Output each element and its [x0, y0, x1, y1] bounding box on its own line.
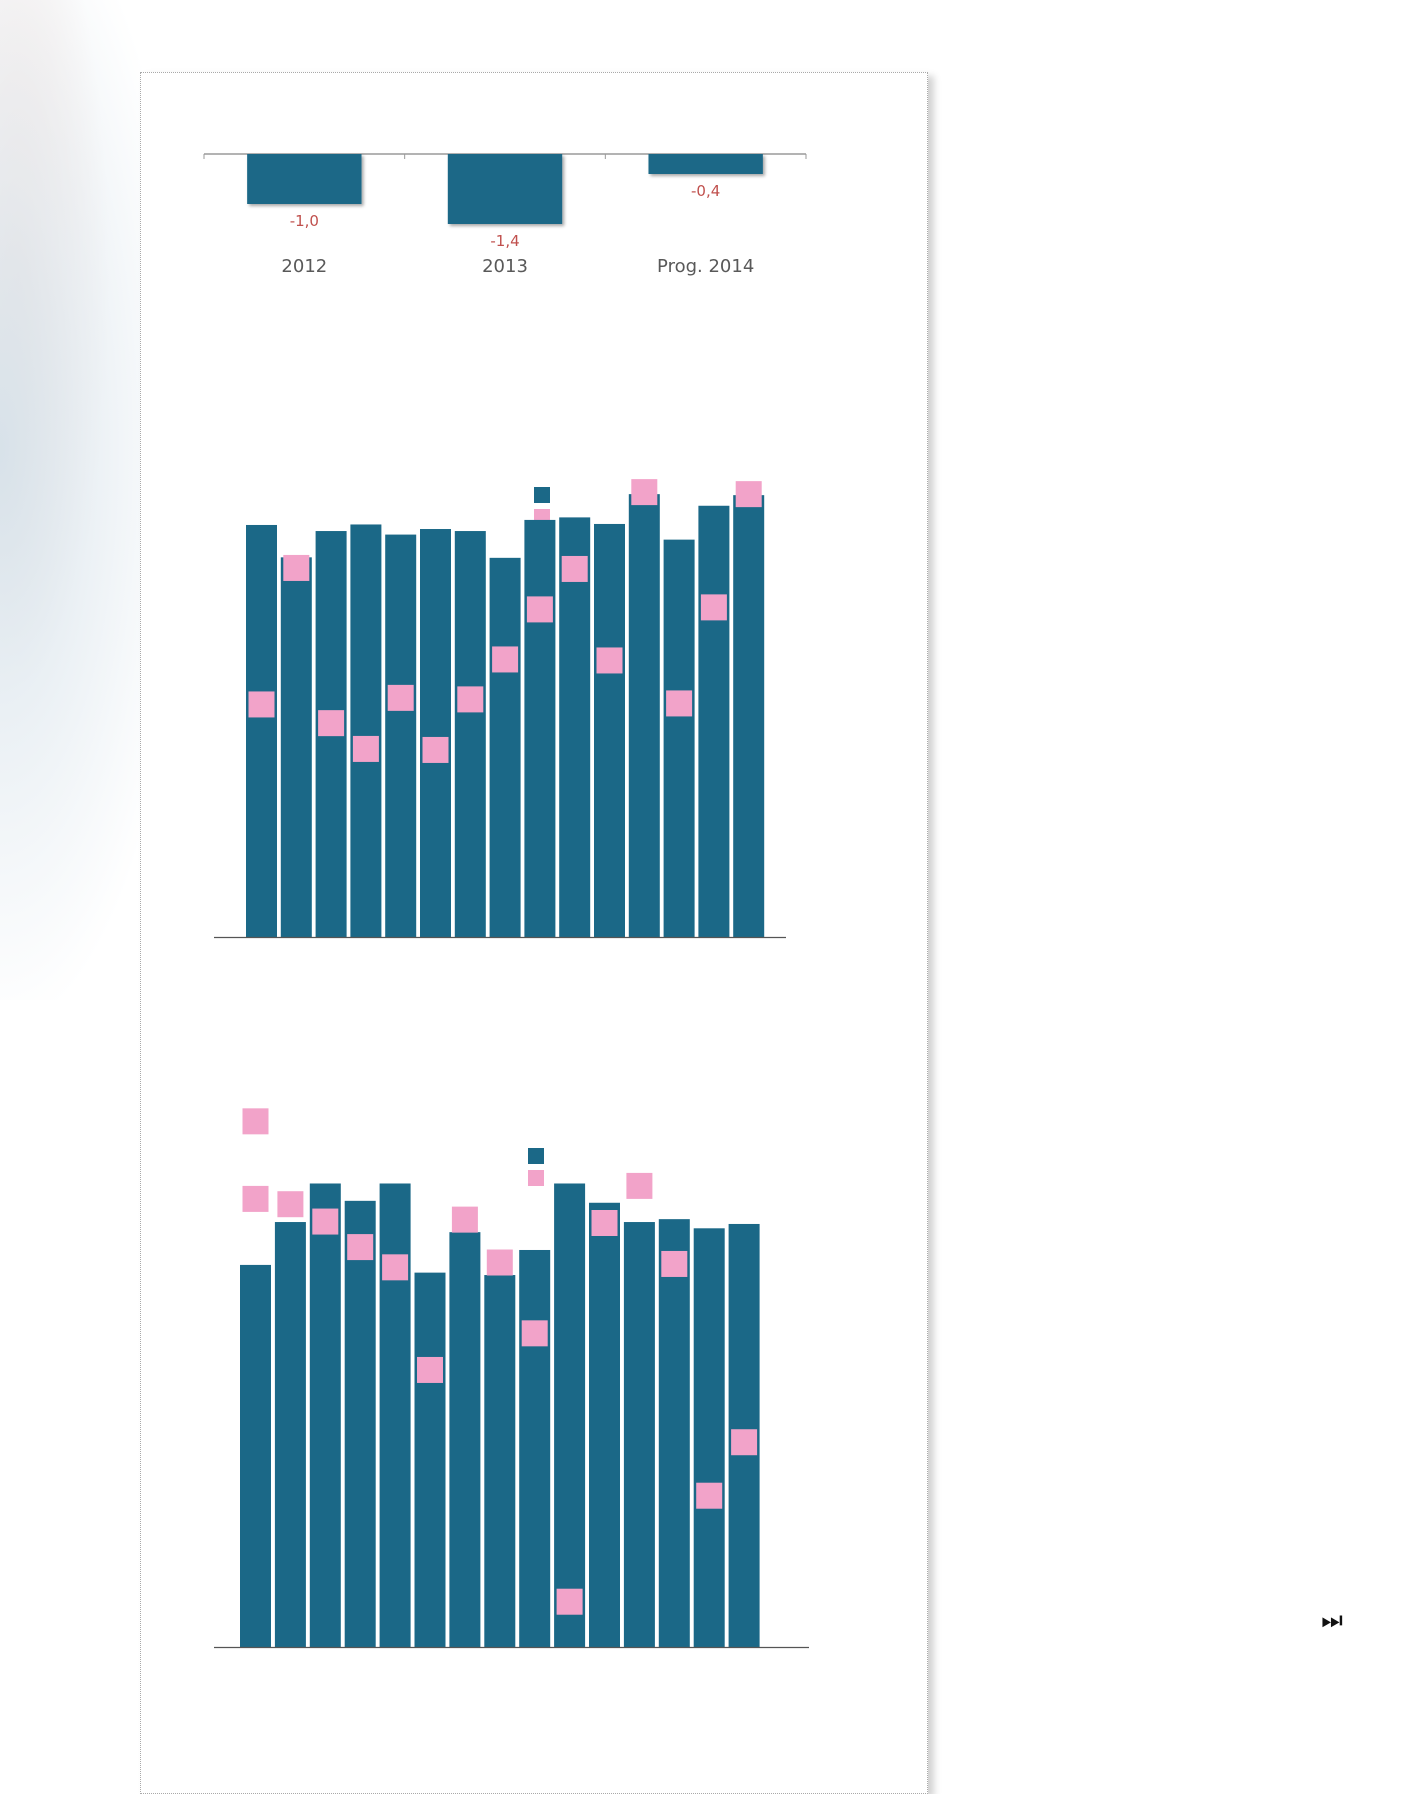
bar — [519, 1249, 551, 1647]
x-tick-label: Prog. 2014 — [657, 256, 754, 277]
bar — [385, 534, 417, 937]
bar — [524, 519, 556, 937]
bar — [344, 1200, 376, 1647]
marker — [596, 647, 623, 674]
bar — [350, 524, 382, 937]
bar — [628, 494, 660, 937]
x-tick-label: 2013 — [482, 256, 528, 277]
bar — [414, 1272, 446, 1647]
data-label: -1,4 — [490, 232, 519, 250]
marker — [352, 735, 379, 762]
marker — [696, 1482, 723, 1509]
marker — [556, 1588, 583, 1615]
marker — [422, 736, 449, 763]
bar — [663, 539, 695, 937]
marker — [347, 1234, 374, 1261]
bar — [246, 524, 277, 937]
marker — [626, 1172, 653, 1199]
x-tick-label: 2012 — [281, 256, 327, 277]
bar — [309, 1183, 341, 1647]
bar — [693, 1228, 725, 1647]
bar — [589, 1202, 620, 1647]
marker — [661, 1250, 688, 1277]
bar — [240, 1264, 271, 1647]
bar — [420, 529, 451, 937]
bar — [274, 1222, 306, 1647]
data-label: -1,0 — [290, 212, 319, 230]
legend-swatch-markers — [528, 1170, 544, 1186]
marker — [735, 481, 762, 508]
marker — [731, 1429, 758, 1456]
marker — [631, 479, 658, 506]
bar-marker-chart-1 — [214, 479, 786, 939]
marker — [312, 1208, 339, 1235]
marker — [666, 690, 693, 717]
bar — [648, 154, 763, 174]
marker — [382, 1254, 409, 1281]
marker — [248, 691, 275, 718]
bar — [454, 531, 486, 937]
legend-swatch-bars — [534, 487, 550, 503]
marker — [526, 596, 553, 623]
marker — [457, 686, 484, 713]
bar — [379, 1183, 411, 1647]
marker — [283, 554, 310, 581]
marker — [486, 1249, 513, 1276]
bar-marker-chart-2 — [214, 1108, 809, 1649]
bar — [698, 505, 730, 937]
data-label: -0,4 — [691, 182, 720, 200]
marker — [451, 1206, 478, 1233]
bar — [623, 1222, 655, 1647]
bar — [594, 523, 625, 937]
bar — [733, 495, 765, 937]
bar — [658, 1219, 690, 1647]
marker — [561, 555, 588, 582]
marker — [492, 646, 519, 673]
marker — [521, 1320, 548, 1347]
marker — [417, 1356, 443, 1383]
negative-bar-chart: -1,0 2012 -1,4 2013 -0,4 Prog. 2014 — [203, 153, 807, 277]
marker — [700, 594, 727, 621]
marker — [318, 710, 345, 737]
bar — [447, 154, 563, 224]
bar — [280, 557, 312, 937]
bar — [559, 517, 591, 937]
bar — [484, 1275, 516, 1647]
charts-panel: -1,0 2012 -1,4 2013 -0,4 Prog. 2014 — [140, 72, 928, 1794]
marker — [387, 684, 414, 711]
legend-swatch-bars — [528, 1148, 544, 1164]
marker — [242, 1108, 269, 1135]
skip-to-end-icon[interactable]: ⏭ — [1321, 1606, 1343, 1634]
bar — [449, 1232, 481, 1647]
bar — [489, 557, 521, 937]
marker — [242, 1185, 269, 1212]
bar — [554, 1183, 586, 1647]
marker — [277, 1191, 304, 1218]
bar — [247, 154, 362, 204]
marker — [591, 1210, 618, 1236]
